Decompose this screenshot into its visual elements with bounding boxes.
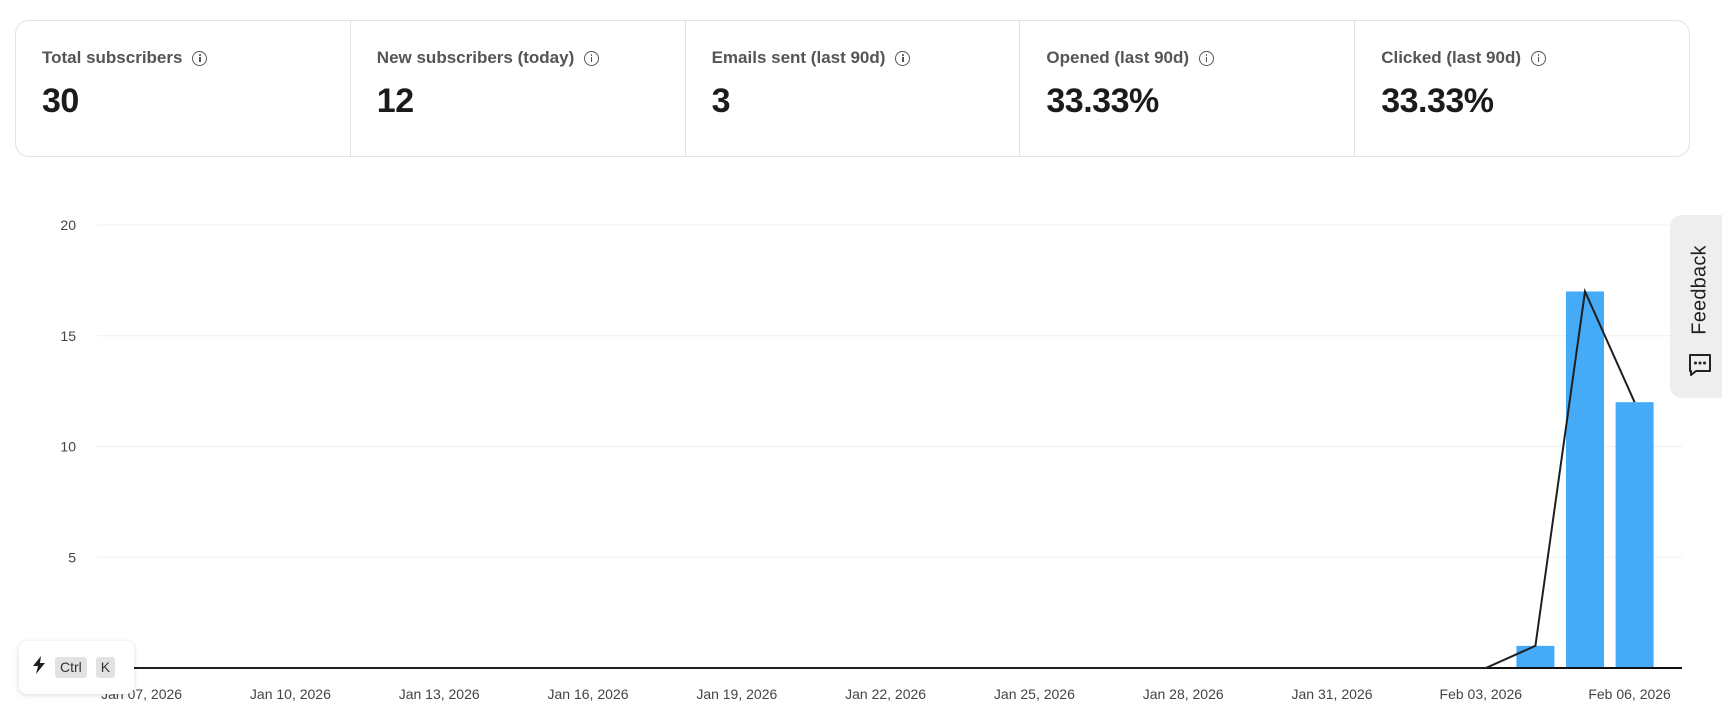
x-tick-label: Feb 06, 2026 — [1588, 686, 1671, 702]
info-icon[interactable] — [895, 50, 911, 66]
stat-label: Total subscribers — [42, 48, 183, 67]
ctrl-key: Ctrl — [55, 657, 87, 678]
stat-card: Emails sent (last 90d) 3 — [684, 21, 1020, 156]
y-tick-label: 10 — [60, 439, 76, 455]
series-line — [97, 287, 1636, 669]
bar — [1566, 291, 1604, 668]
x-tick-label: Jan 22, 2026 — [845, 686, 926, 702]
bar — [1516, 645, 1555, 668]
feedback-label: Feedback — [1688, 245, 1711, 335]
info-icon[interactable] — [584, 50, 600, 66]
x-tick-label: Feb 03, 2026 — [1440, 686, 1523, 702]
message-icon — [1687, 352, 1713, 383]
command-palette-shortcut[interactable]: Ctrl K — [19, 641, 134, 694]
stats-panel: Total subscribers 30 New subscribers (to… — [15, 20, 1690, 157]
k-key: K — [95, 657, 116, 678]
info-icon[interactable] — [1531, 50, 1547, 66]
stat-card: New subscribers (today) 12 — [349, 21, 685, 156]
y-tick-label: 5 — [68, 549, 76, 565]
y-tick-label: 15 — [60, 328, 76, 344]
stat-card: Total subscribers 30 — [16, 21, 350, 156]
info-icon[interactable] — [1199, 50, 1215, 66]
stat-card: Clicked (last 90d) 33.33% — [1354, 21, 1689, 156]
stat-value: 12 — [376, 82, 414, 120]
bolt-icon — [32, 656, 46, 679]
stat-label: Opened (last 90d) — [1046, 48, 1190, 67]
stat-card: Opened (last 90d) 33.33% — [1019, 21, 1354, 156]
stat-value: 30 — [42, 82, 79, 120]
stat-label: Emails sent (last 90d) — [711, 48, 886, 67]
bar — [1615, 402, 1654, 668]
stat-value: 33.33% — [1381, 82, 1494, 120]
y-tick-label: 20 — [60, 217, 76, 233]
x-tick-label: Jan 10, 2026 — [250, 686, 331, 702]
stat-value: 3 — [711, 82, 731, 120]
feedback-button[interactable]: Feedback — [1670, 215, 1722, 398]
stat-label: New subscribers (today) — [376, 48, 575, 67]
x-tick-label: Jan 25, 2026 — [994, 686, 1075, 702]
x-tick-label: Jan 28, 2026 — [1143, 686, 1224, 702]
x-tick-label: Jan 31, 2026 — [1292, 686, 1373, 702]
x-tick-label: Jan 16, 2026 — [548, 686, 629, 702]
info-icon[interactable] — [192, 50, 208, 66]
x-tick-label: Jan 13, 2026 — [399, 686, 480, 702]
x-tick-label: Jan 19, 2026 — [696, 686, 777, 702]
stat-value: 33.33% — [1046, 82, 1159, 120]
stat-label: Clicked (last 90d) — [1381, 48, 1522, 67]
